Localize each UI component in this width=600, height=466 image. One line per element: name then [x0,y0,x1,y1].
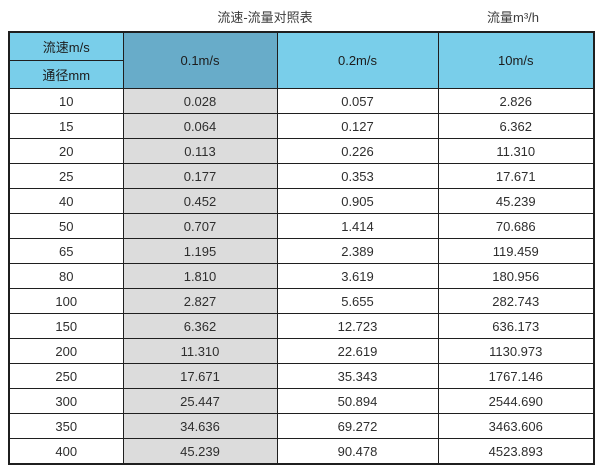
table-row: 10 0.028 0.057 2.826 [8,88,595,114]
table-row: 400 45.239 90.478 4523.893 [8,438,595,465]
flow-value-cell: 3463.606 [437,413,595,439]
flow-value-cell: 12.723 [276,313,439,339]
flow-value-cell: 119.459 [437,238,595,264]
flow-value-cell: 90.478 [276,438,439,465]
flow-value-cell: 4523.893 [437,438,595,465]
flow-value-cell: 282.743 [437,288,595,314]
table-body: 10 0.028 0.057 2.826 15 0.064 0.127 6.362 20 0.11… [8,88,595,465]
table-row: 150 6.362 12.723 636.173 [8,313,595,339]
flow-value-cell: 17.671 [122,363,278,389]
table-row: 25 0.177 0.353 17.671 [8,163,595,189]
flow-value-cell: 2.826 [437,88,595,114]
flow-value-cell: 6.362 [122,313,278,339]
flow-value-cell: 636.173 [437,313,595,339]
flow-value-cell: 1767.146 [437,363,595,389]
column-header-0-1ms: 0.1m/s [122,31,278,89]
page-title: 流速-流量对照表 [217,10,313,25]
diameter-cell: 15 [8,113,124,139]
flow-value-cell: 2.827 [122,288,278,314]
flow-value-cell: 2.389 [276,238,439,264]
table-row: 300 25.447 50.894 2544.690 [8,388,595,414]
diameter-cell: 300 [8,388,124,414]
diameter-cell: 40 [8,188,124,214]
flow-value-cell: 0.452 [122,188,278,214]
diameter-cell: 50 [8,213,124,239]
flow-value-cell: 25.447 [122,388,278,414]
flow-value-cell: 1130.973 [437,338,595,364]
flow-rate-unit-label: 流量m³/h [487,10,540,25]
flow-value-cell: 0.353 [276,163,439,189]
flow-value-cell: 0.177 [122,163,278,189]
flow-value-cell: 50.894 [276,388,439,414]
header-row-bottom: 通径mm [8,60,594,89]
flow-value-cell: 0.113 [122,138,278,164]
flow-value-cell: 70.686 [437,213,595,239]
diameter-cell: 25 [8,163,124,189]
table-row: 20 0.113 0.226 11.310 [8,138,595,164]
flow-value-cell: 0.905 [276,188,439,214]
table-row: 40 0.452 0.905 45.239 [8,188,595,214]
flow-value-cell: 11.310 [437,138,595,164]
flow-value-cell: 22.619 [276,338,439,364]
flow-value-cell: 3.619 [276,263,439,289]
flow-value-cell: 11.310 [122,338,278,364]
corner-diameter-label: 通径mm [8,60,124,89]
diameter-cell: 65 [8,238,124,264]
flow-value-cell: 0.127 [276,113,439,139]
flow-value-cell: 180.956 [437,263,595,289]
flow-value-cell: 1.414 [276,213,439,239]
flow-rate-table: 流速m/s 0.1m/s 0.2m/s 10m/s 通径mm 10 0.028 0.… [8,31,595,465]
diameter-cell: 200 [8,338,124,364]
column-header-10ms: 10m/s [437,31,595,89]
header-row-top: 流速m/s 0.1m/s 0.2m/s 10m/s [8,31,595,89]
flow-value-cell: 5.655 [276,288,439,314]
table-row: 15 0.064 0.127 6.362 [8,113,595,139]
flow-value-cell: 0.226 [276,138,439,164]
table-row: 250 17.671 35.343 1767.146 [8,363,595,389]
diameter-cell: 10 [8,88,124,114]
diameter-cell: 350 [8,413,124,439]
flow-value-cell: 35.343 [276,363,439,389]
table-row: 50 0.707 1.414 70.686 [8,213,595,239]
diameter-cell: 250 [8,363,124,389]
flow-value-cell: 69.272 [276,413,439,439]
column-header-0-2ms: 0.2m/s [276,31,439,89]
flow-value-cell: 45.239 [122,438,278,465]
table-row: 65 1.195 2.389 119.459 [8,238,595,264]
flow-value-cell: 6.362 [437,113,595,139]
flow-value-cell: 0.064 [122,113,278,139]
flow-value-cell: 45.239 [437,188,595,214]
table-row: 100 2.827 5.655 282.743 [8,288,595,314]
flow-value-cell: 2544.690 [437,388,595,414]
flow-value-cell: 0.707 [122,213,278,239]
table-row: 80 1.810 3.619 180.956 [8,263,595,289]
flow-value-cell: 34.636 [122,413,278,439]
flow-value-cell: 0.028 [122,88,278,114]
flow-value-cell: 17.671 [437,163,595,189]
corner-velocity-label: 流速m/s [8,31,124,61]
diameter-cell: 400 [8,438,124,465]
diameter-cell: 20 [8,138,124,164]
table-row: 350 34.636 69.272 3463.606 [8,413,595,439]
flow-value-cell: 1.810 [122,263,278,289]
flow-value-cell: 0.057 [276,88,439,114]
diameter-cell: 80 [8,263,124,289]
diameter-cell: 100 [8,288,124,314]
table-row: 200 11.310 22.619 1130.973 [8,338,595,364]
diameter-cell: 150 [8,313,124,339]
table-header: 流速m/s 0.1m/s 0.2m/s 10m/s 通径mm [8,31,595,89]
flow-value-cell: 1.195 [122,238,278,264]
